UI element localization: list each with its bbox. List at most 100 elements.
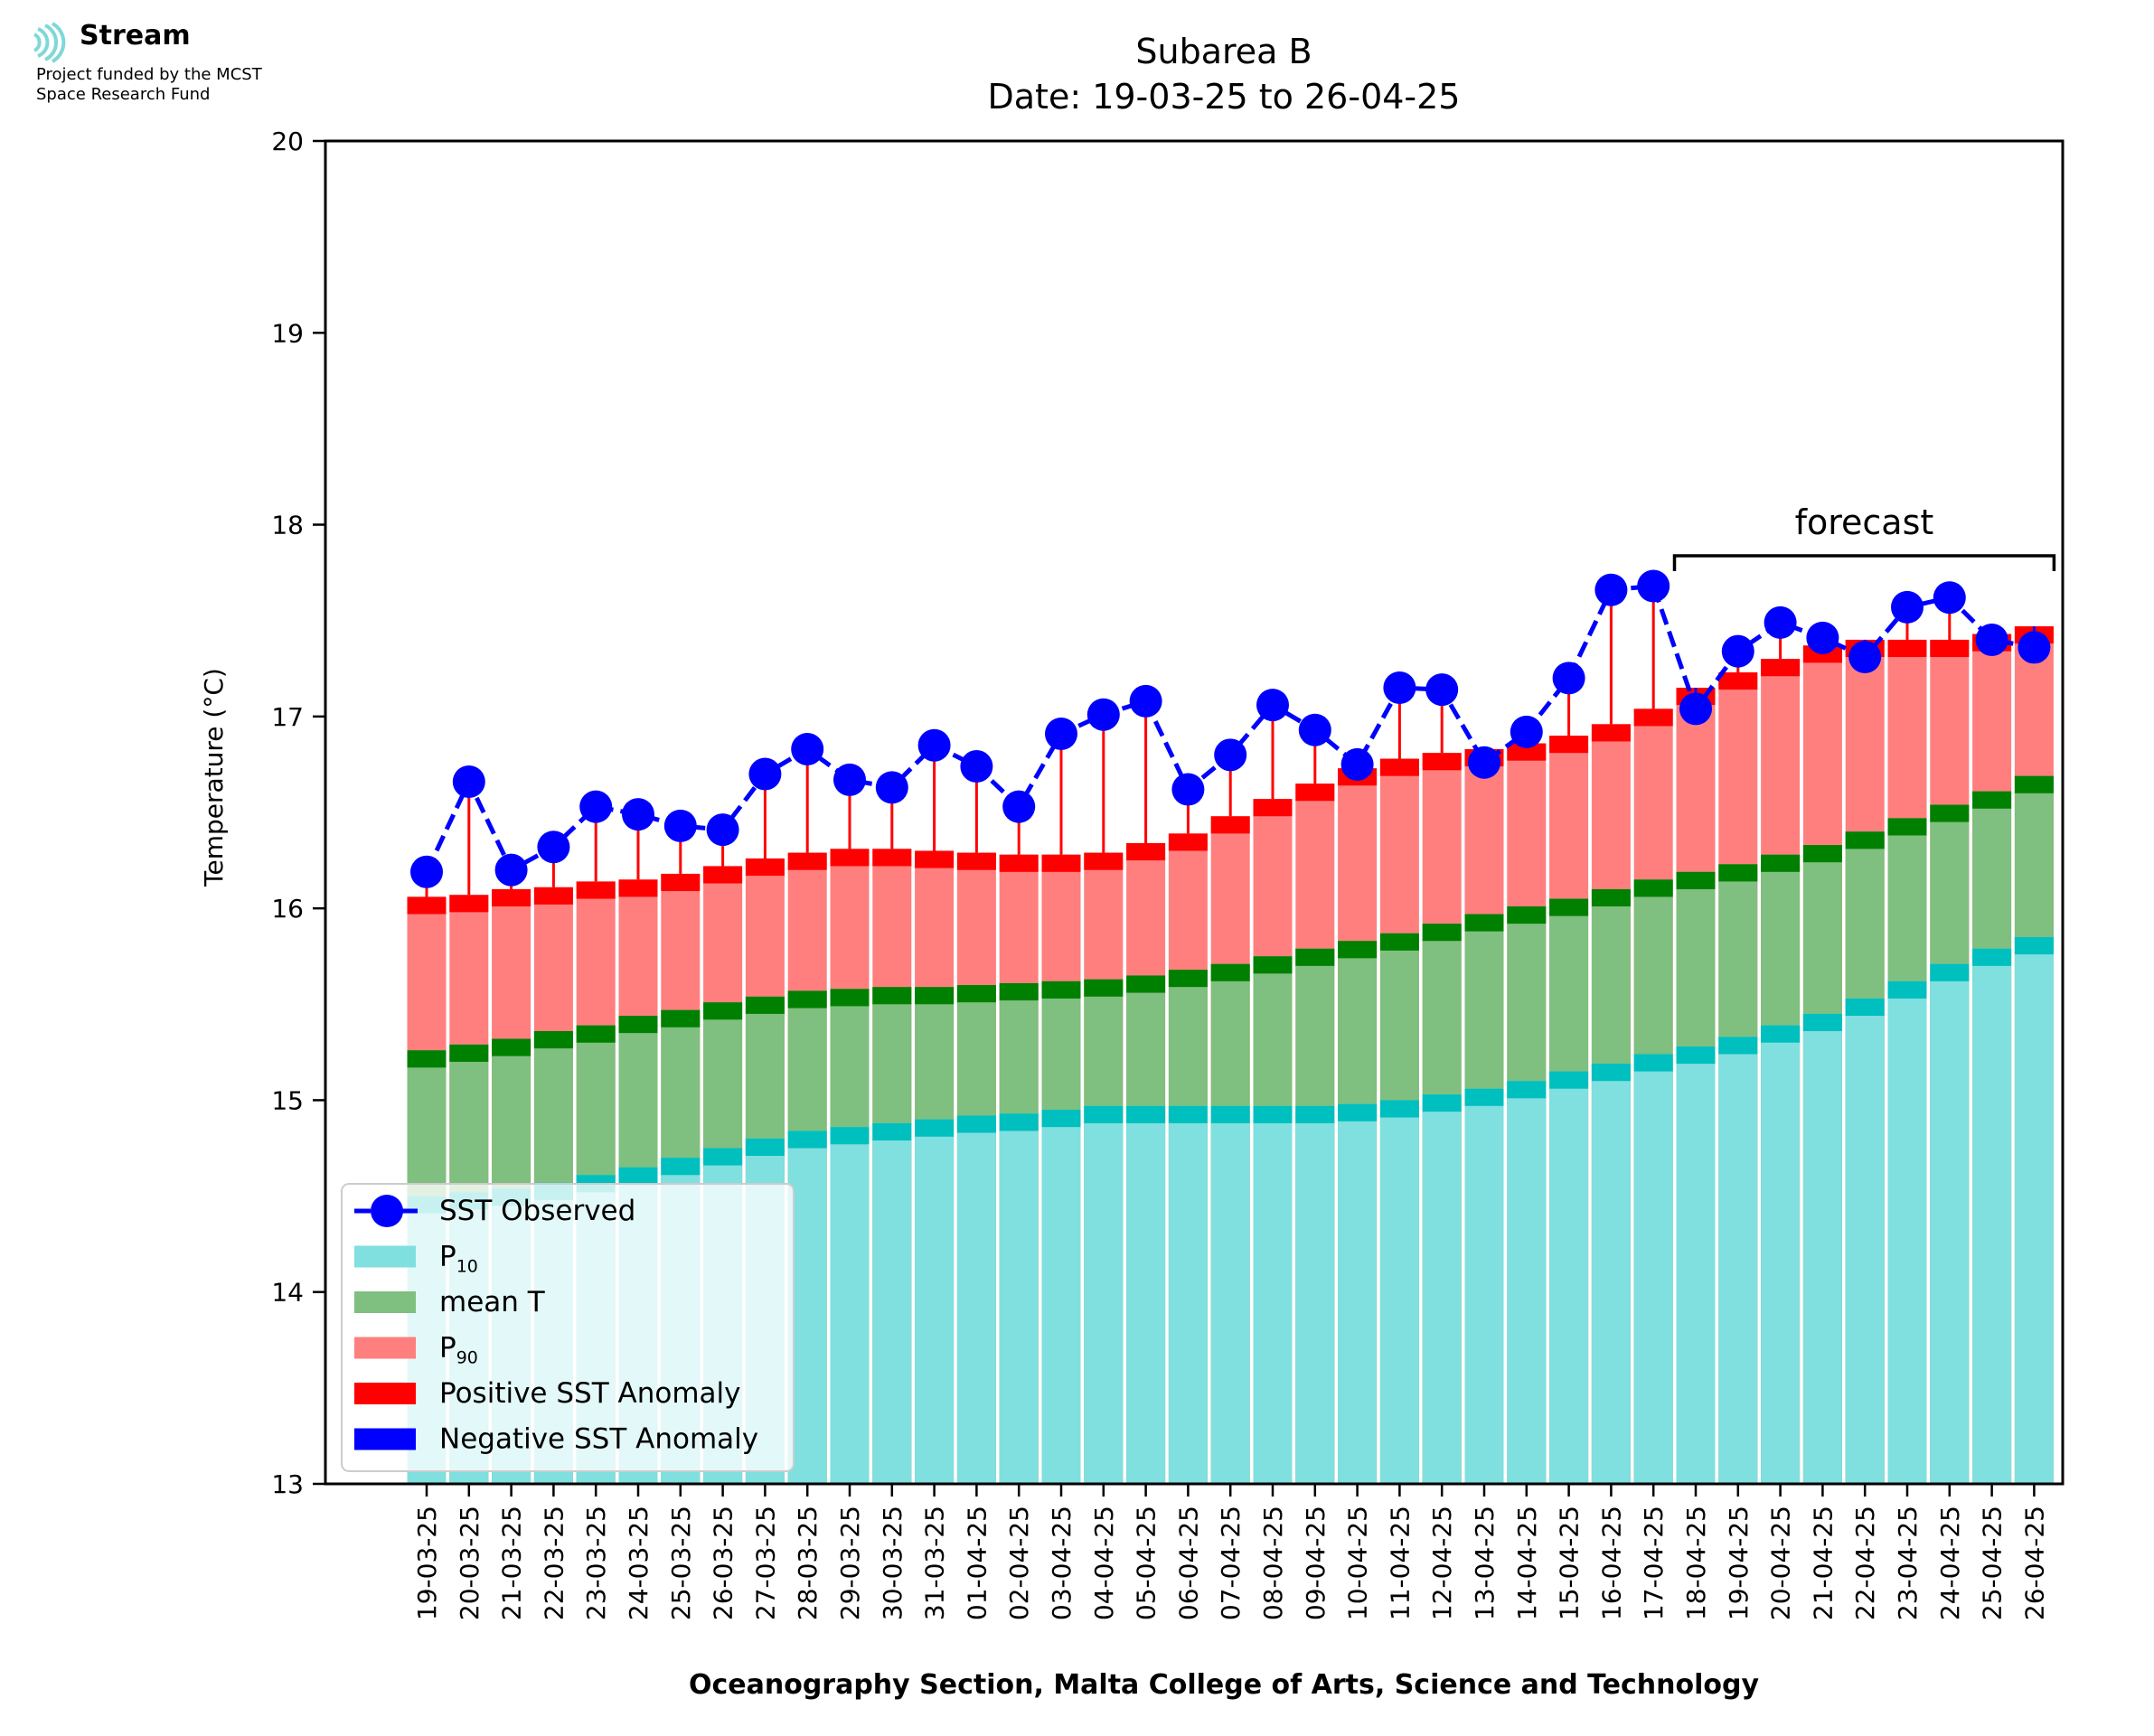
- sst-observed-point: [706, 813, 739, 847]
- p10-bar-cap: [745, 1138, 785, 1156]
- p10-bar: [830, 1127, 870, 1484]
- sst-observed-point: [2018, 631, 2051, 664]
- p90-bar-cap: [407, 896, 447, 915]
- sst-observed-point: [410, 855, 443, 888]
- sst-observed-point: [537, 830, 570, 864]
- sst-observed-point: [579, 790, 613, 823]
- logo-funding-text: Project funded by the MCST Space Researc…: [36, 65, 362, 105]
- legend-swatch: [354, 1245, 416, 1268]
- mean-bar-cap: [787, 990, 827, 1009]
- p10-bar-cap: [915, 1119, 955, 1137]
- p10-bar-cap: [1338, 1103, 1378, 1121]
- x-tick-label: 25-04-25: [1978, 1506, 2008, 1620]
- p10-bar-cap: [872, 1122, 912, 1141]
- p90-bar-cap: [745, 858, 785, 877]
- p90-bar-cap: [830, 849, 870, 867]
- x-tick-label: 11-04-25: [1385, 1506, 1415, 1620]
- mean-bar-cap: [1802, 845, 1842, 863]
- y-tick-label: 15: [271, 1085, 304, 1115]
- y-tick-label: 18: [271, 511, 304, 540]
- p90-bar-cap: [661, 873, 701, 892]
- logo-funding-line-2: Space Research Fund: [36, 85, 211, 104]
- p10-bar-cap: [787, 1131, 827, 1149]
- p90-bar-cap: [956, 852, 996, 870]
- x-tick-label: 14-04-25: [1512, 1506, 1542, 1620]
- sst-observed-point: [1045, 717, 1077, 750]
- sst-observed-point: [663, 809, 697, 842]
- x-axis-label: Oceanography Section, Malta College of A…: [689, 1669, 1760, 1701]
- p90-bar-cap: [872, 849, 912, 867]
- sst-observed-point: [833, 763, 866, 796]
- p10-bar-cap: [956, 1115, 996, 1133]
- y-tick-label: 20: [271, 127, 304, 156]
- sst-observed-point: [1298, 713, 1331, 746]
- legend-label-subscript: 10: [456, 1257, 478, 1277]
- sst-observed-point: [748, 757, 782, 791]
- legend-swatch: [354, 1383, 416, 1404]
- legend-label: SST Observed: [439, 1195, 635, 1227]
- mean-bar-cap: [1845, 831, 1885, 849]
- p10-bar-cap: [1295, 1105, 1335, 1123]
- mean-bar-cap: [1041, 981, 1081, 999]
- legend-swatch: [354, 1291, 416, 1313]
- mean-bar-cap: [1464, 914, 1504, 932]
- sst-observed-point: [1171, 773, 1205, 806]
- p10-bar-cap: [1464, 1088, 1504, 1106]
- p90-bar-cap: [1126, 842, 1166, 861]
- x-tick-label: 17-04-25: [1639, 1506, 1669, 1620]
- p90-bar-cap: [1084, 852, 1124, 870]
- p90-bar-cap: [703, 866, 743, 884]
- p90-bar-cap: [1379, 758, 1419, 776]
- p90-bar-cap: [1930, 639, 1970, 658]
- p10-bar: [1041, 1110, 1081, 1484]
- x-tick-label: 16-04-25: [1596, 1506, 1626, 1620]
- sst-observed-point: [1129, 684, 1162, 718]
- p10-bar-cap: [1126, 1105, 1166, 1123]
- x-tick-label: 13-04-25: [1470, 1506, 1500, 1620]
- sst-observed-point: [1383, 671, 1416, 705]
- p10-bar: [1126, 1105, 1166, 1484]
- p10-bar-cap: [1761, 1025, 1801, 1043]
- sst-observed-point: [1679, 692, 1712, 726]
- chart-title: Subarea B: [1135, 32, 1312, 71]
- sst-observed-point: [622, 798, 654, 831]
- mean-bar-cap: [1507, 906, 1547, 924]
- x-tick-label: 31-03-25: [920, 1506, 950, 1620]
- x-tick-label: 07-04-25: [1216, 1506, 1246, 1620]
- legend-swatch-marker: [371, 1195, 403, 1227]
- x-tick-label: 24-03-25: [624, 1506, 654, 1620]
- sst-observed-point: [1340, 747, 1374, 781]
- p10-bar: [999, 1113, 1039, 1484]
- p10-bar: [1210, 1105, 1250, 1484]
- legend-label-subscript: 90: [456, 1348, 478, 1368]
- sst-observed-point: [1468, 746, 1500, 779]
- sst-observed-point: [1214, 738, 1247, 772]
- mean-bar-cap: [533, 1031, 573, 1049]
- p10-bar: [1295, 1105, 1335, 1484]
- x-tick-label: 29-03-25: [835, 1506, 865, 1620]
- mean-bar-cap: [1972, 791, 2012, 809]
- x-tick-label: 23-03-25: [581, 1506, 611, 1620]
- mean-bar-cap: [1295, 948, 1335, 966]
- sst-observed-point: [1806, 621, 1839, 654]
- p90-bar-cap: [492, 888, 531, 907]
- mean-bar-cap: [1253, 956, 1293, 974]
- p10-bar: [1845, 998, 1885, 1484]
- p10-bar: [1507, 1081, 1547, 1484]
- p10-bar: [1338, 1103, 1378, 1484]
- p10-bar: [1676, 1046, 1716, 1484]
- p10-bar-cap: [1507, 1081, 1547, 1099]
- p10-bar-cap: [1930, 963, 1970, 981]
- p10-bar: [1761, 1025, 1801, 1484]
- x-tick-label: 03-04-25: [1047, 1506, 1077, 1620]
- x-tick-label: 24-04-25: [1935, 1506, 1965, 1620]
- x-tick-label: 28-03-25: [793, 1506, 823, 1620]
- p10-bar-cap: [1887, 981, 1927, 999]
- p10-bar-cap: [703, 1148, 743, 1166]
- y-axis-label: Temperature (°C): [199, 668, 229, 887]
- p10-bar-cap: [1549, 1071, 1589, 1089]
- sst-observed-point: [1594, 573, 1628, 606]
- mean-bar-cap: [1126, 975, 1166, 993]
- p90-bar-cap: [1210, 816, 1250, 834]
